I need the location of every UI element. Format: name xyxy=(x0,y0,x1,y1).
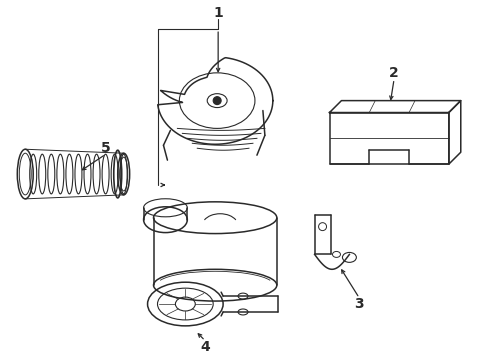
Text: 3: 3 xyxy=(355,297,364,311)
Text: 2: 2 xyxy=(389,66,399,80)
Text: 1: 1 xyxy=(213,6,223,20)
Ellipse shape xyxy=(213,96,221,105)
Text: 5: 5 xyxy=(101,141,111,155)
Text: 4: 4 xyxy=(200,340,210,354)
